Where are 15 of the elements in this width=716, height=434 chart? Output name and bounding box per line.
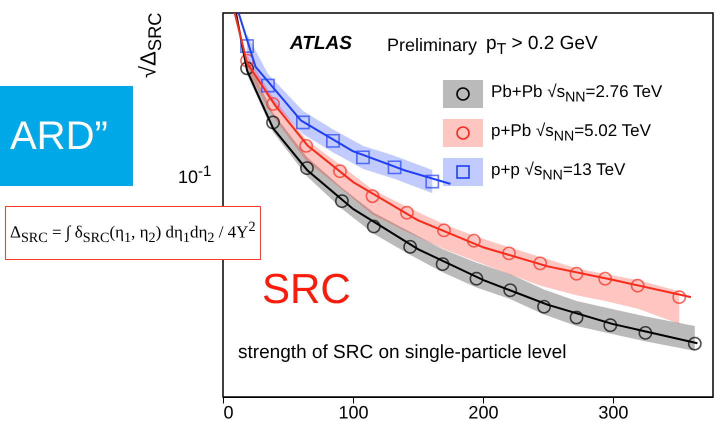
legend-label: p+Pb √s$_{NN}$=5.02 TeV <box>491 121 651 145</box>
text: Δ$_{SRC}$ = ∫ δ$_{SRC}$(η$_{1}$, η$_{2}$) dη$_{1}$dη$_{2}$ / 4Y$^{2}$ <box>10 219 256 246</box>
text: 10$^{-1}$ <box>178 163 212 188</box>
x-tick-label: 200 <box>468 402 498 422</box>
annotation: SRC <box>262 265 351 313</box>
annotation: strength of SRC on single-particle level <box>238 342 566 364</box>
legend-label: p+p √s$_{NN}$=13 TeV <box>491 160 626 184</box>
x-tick-label: 0 <box>224 402 234 422</box>
x-tick-label: 300 <box>598 402 628 422</box>
annotation: p$_{T}$ > 0.2 GeV <box>486 33 598 59</box>
legend-label: Pb+Pb √s$_{NN}$=2.76 TeV <box>491 82 662 106</box>
x-tick-label: 100 <box>338 402 368 422</box>
text: ARD” <box>0 86 133 186</box>
annotation: ATLAS <box>290 33 352 55</box>
annotation: Preliminary <box>387 35 478 56</box>
